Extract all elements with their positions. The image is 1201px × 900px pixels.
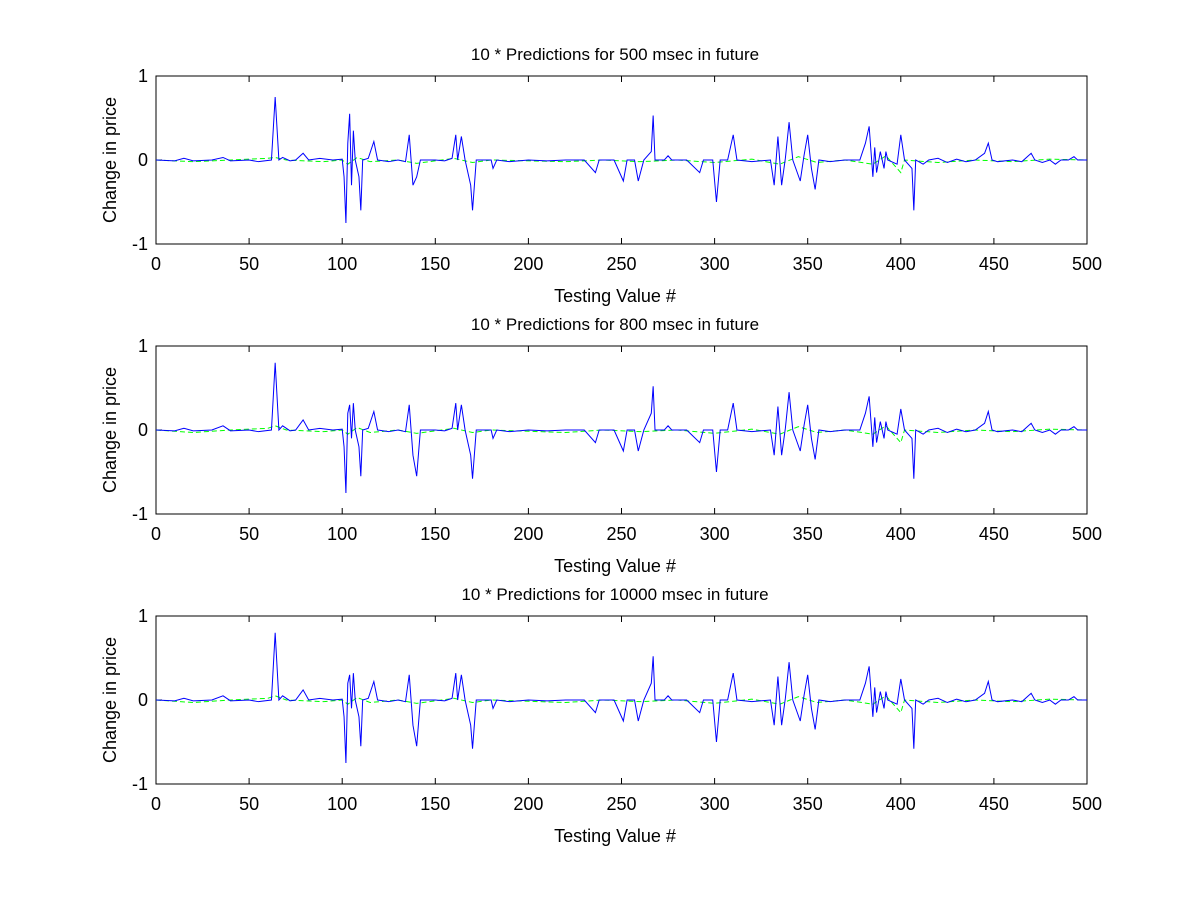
series-line-green <box>155 425 1088 444</box>
x-tick-label: 0 <box>151 254 161 274</box>
x-tick-label: 300 <box>700 524 730 544</box>
x-tick-label: 150 <box>420 254 450 274</box>
series-line-green <box>155 695 1088 714</box>
y-tick-label: 0 <box>138 690 148 710</box>
x-tick-label: 300 <box>700 794 730 814</box>
x-ticks: 0 50 100 150 200 250 300 350 400 450 500 <box>151 616 1102 814</box>
x-tick-label: 450 <box>979 794 1009 814</box>
series-line-green <box>155 155 1088 174</box>
x-tick-label: 50 <box>239 794 259 814</box>
y-tick-label: -1 <box>132 774 148 794</box>
x-axis-label: Testing Value # <box>554 826 676 846</box>
x-axis-label: Testing Value # <box>554 556 676 576</box>
series-line-blue <box>155 96 1087 224</box>
x-tick-label: 150 <box>420 794 450 814</box>
x-ticks: 0 50 100 150 200 250 300 350 400 450 500 <box>151 346 1102 544</box>
x-tick-label: 450 <box>979 524 1009 544</box>
x-tick-label: 500 <box>1072 794 1102 814</box>
series-line-blue <box>155 632 1087 764</box>
y-axis-label: Change in price <box>100 367 120 493</box>
y-tick-label: 1 <box>138 606 148 626</box>
x-tick-label: 400 <box>886 794 916 814</box>
x-ticks: 0 50 100 150 200 250 300 350 400 450 500 <box>151 76 1102 274</box>
x-tick-label: 50 <box>239 524 259 544</box>
x-tick-label: 50 <box>239 254 259 274</box>
x-tick-label: 250 <box>606 254 636 274</box>
x-axis-label: Testing Value # <box>554 286 676 306</box>
x-tick-label: 400 <box>886 254 916 274</box>
subplot-1: 10 * Predictions for 500 msec in future … <box>100 45 1102 306</box>
x-tick-label: 100 <box>327 254 357 274</box>
x-tick-label: 200 <box>513 524 543 544</box>
y-tick-label: 1 <box>138 66 148 86</box>
subplot-2: 10 * Predictions for 800 msec in future … <box>100 315 1102 576</box>
chart-title: 10 * Predictions for 500 msec in future <box>471 45 759 64</box>
x-tick-label: 250 <box>606 524 636 544</box>
y-axis-label: Change in price <box>100 637 120 763</box>
x-tick-label: 150 <box>420 524 450 544</box>
y-ticks: -1 0 1 <box>132 336 1087 524</box>
x-tick-label: 350 <box>793 254 823 274</box>
series-line-blue <box>155 362 1087 494</box>
x-tick-label: 350 <box>793 794 823 814</box>
x-tick-label: 0 <box>151 794 161 814</box>
chart-title: 10 * Predictions for 10000 msec in futur… <box>461 585 768 604</box>
x-tick-label: 350 <box>793 524 823 544</box>
x-tick-label: 500 <box>1072 524 1102 544</box>
series-layer <box>155 362 1088 494</box>
y-axis-label: Change in price <box>100 97 120 223</box>
series-layer <box>155 96 1088 224</box>
y-tick-label: 0 <box>138 420 148 440</box>
y-ticks: -1 0 1 <box>132 606 1087 794</box>
x-tick-label: 100 <box>327 794 357 814</box>
y-tick-label: -1 <box>132 234 148 254</box>
y-tick-label: -1 <box>132 504 148 524</box>
x-tick-label: 200 <box>513 254 543 274</box>
x-tick-label: 400 <box>886 524 916 544</box>
y-tick-label: 1 <box>138 336 148 356</box>
x-tick-label: 100 <box>327 524 357 544</box>
subplot-3: 10 * Predictions for 10000 msec in futur… <box>100 585 1102 846</box>
series-layer <box>155 632 1088 764</box>
chart-title: 10 * Predictions for 800 msec in future <box>471 315 759 334</box>
x-tick-label: 0 <box>151 524 161 544</box>
x-tick-label: 300 <box>700 254 730 274</box>
y-tick-label: 0 <box>138 150 148 170</box>
x-tick-label: 200 <box>513 794 543 814</box>
x-tick-label: 450 <box>979 254 1009 274</box>
x-tick-label: 250 <box>606 794 636 814</box>
x-tick-label: 500 <box>1072 254 1102 274</box>
